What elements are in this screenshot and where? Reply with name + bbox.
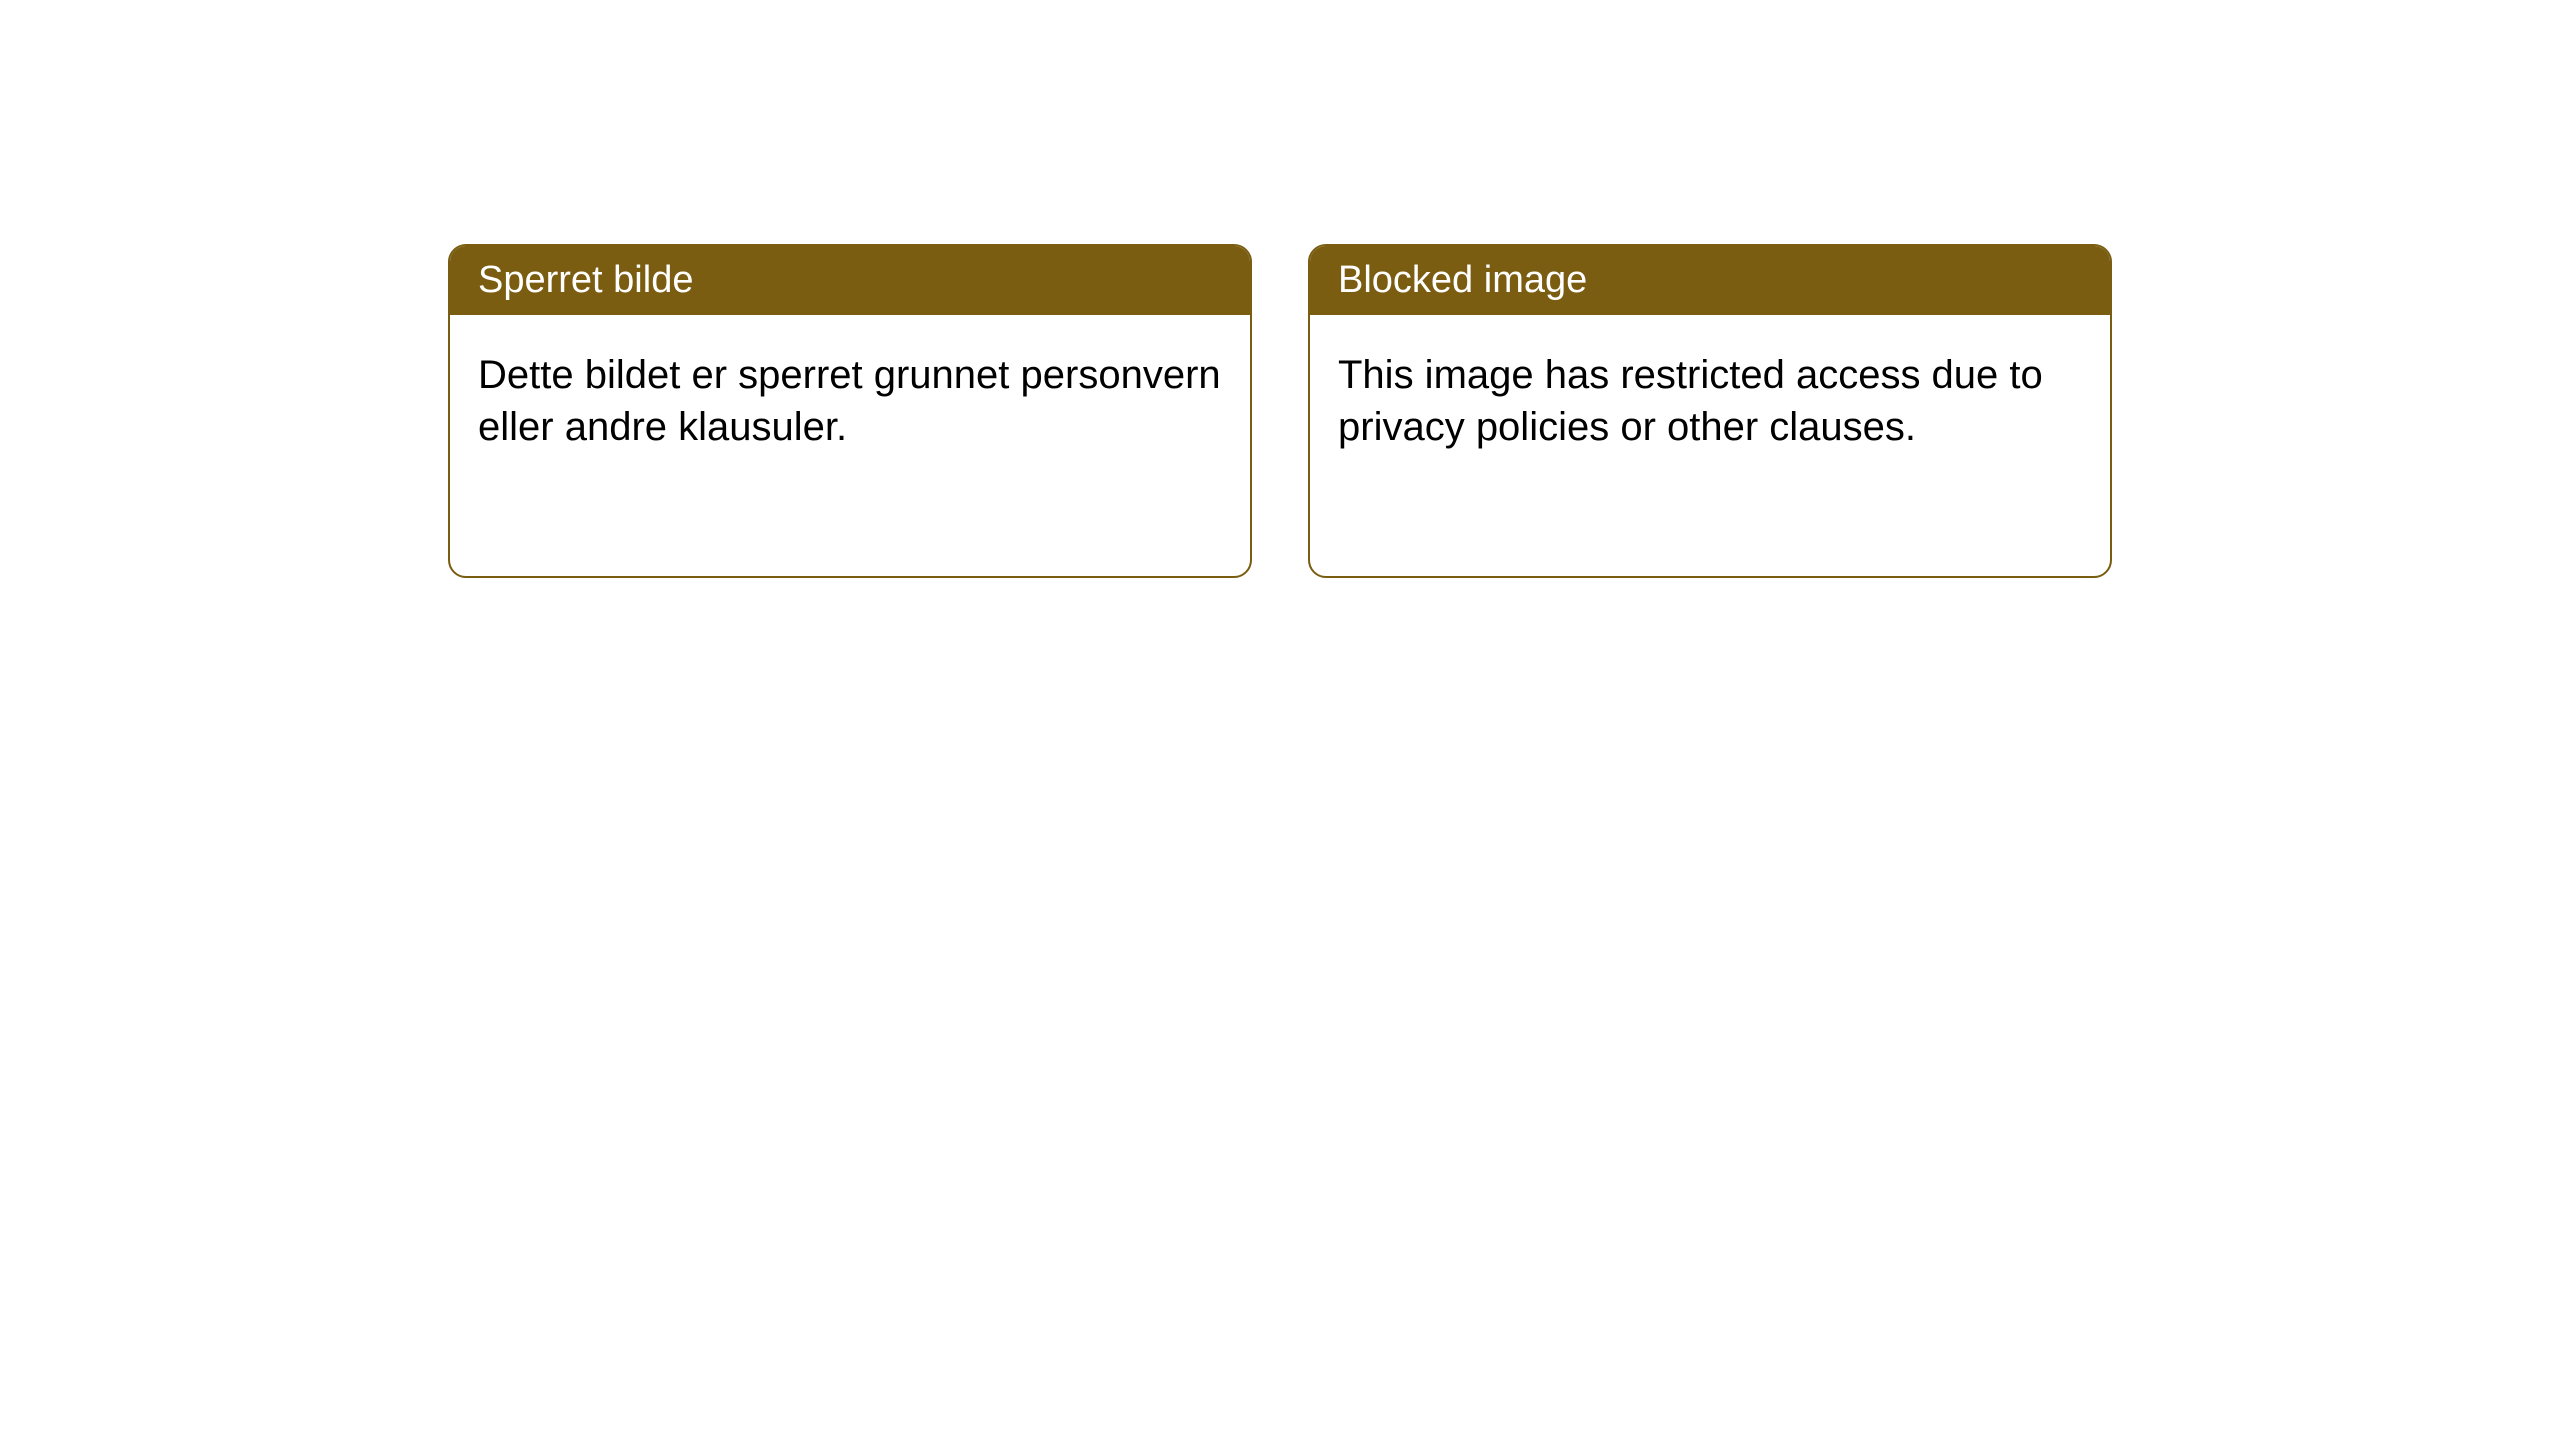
- card-title: Sperret bilde: [450, 246, 1250, 315]
- card-body-text: Dette bildet er sperret grunnet personve…: [450, 315, 1250, 487]
- blocked-image-card-english: Blocked image This image has restricted …: [1308, 244, 2112, 578]
- cards-container: Sperret bilde Dette bildet er sperret gr…: [0, 0, 2560, 578]
- card-body-text: This image has restricted access due to …: [1310, 315, 2110, 487]
- blocked-image-card-norwegian: Sperret bilde Dette bildet er sperret gr…: [448, 244, 1252, 578]
- card-title: Blocked image: [1310, 246, 2110, 315]
